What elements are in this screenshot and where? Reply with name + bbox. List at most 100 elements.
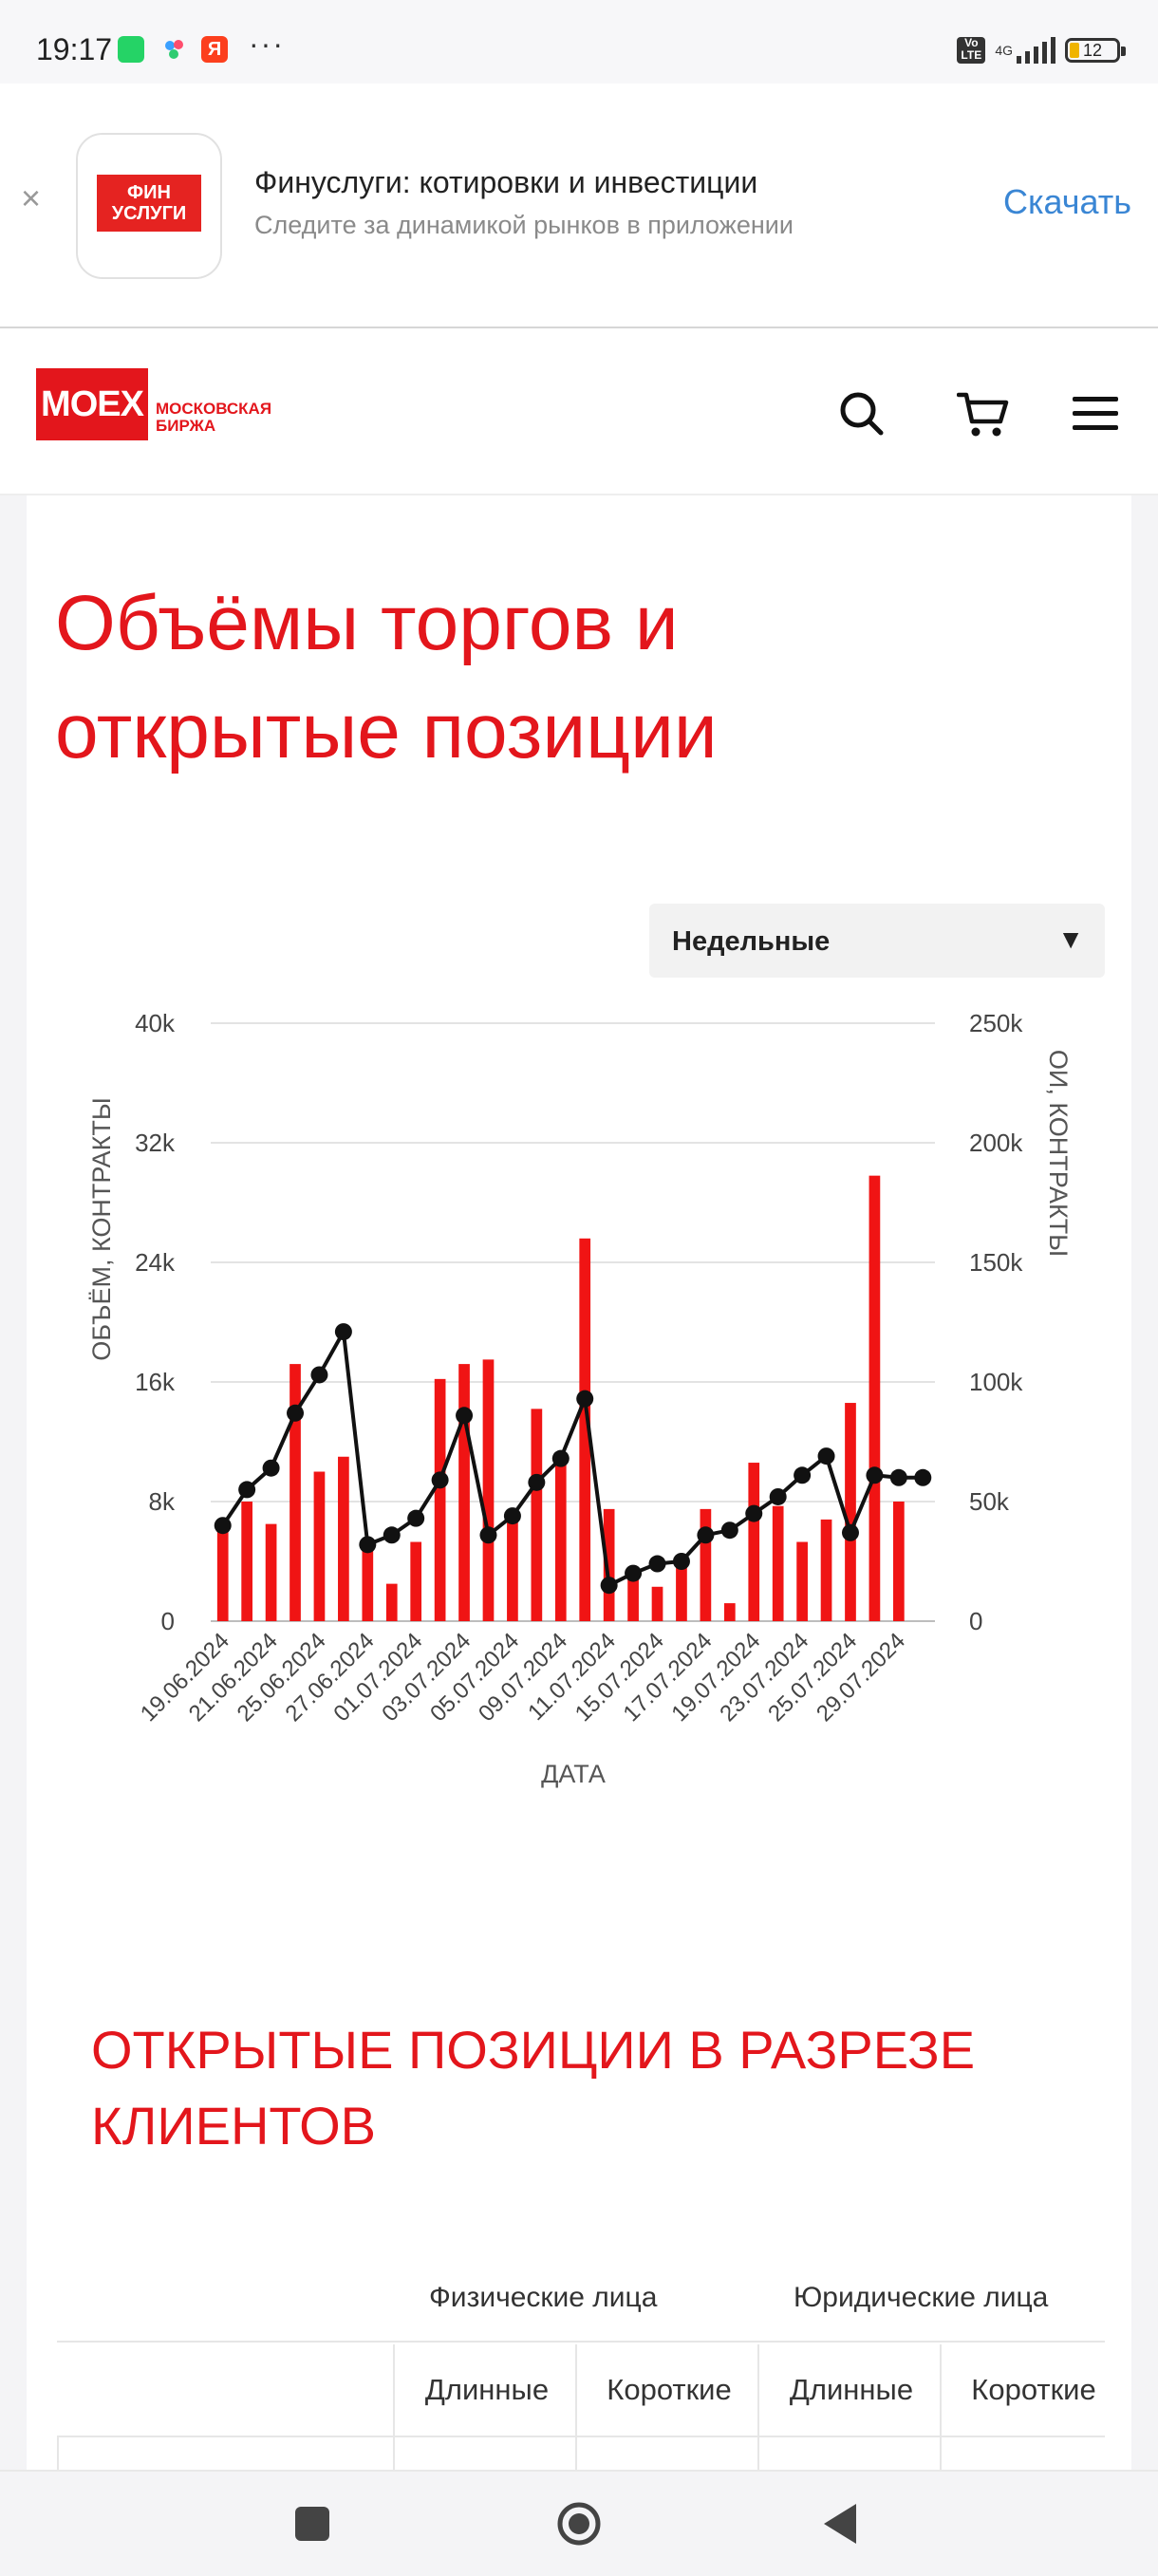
open-interest-point bbox=[262, 1459, 280, 1477]
volume-bar bbox=[531, 1409, 543, 1621]
table-header-legal-short: Короткие bbox=[971, 2373, 1096, 2406]
positions-table: Физические лица Юридические лица Длинные… bbox=[57, 2251, 1105, 2479]
banner-title: Финуслуги: котировки и инвестиции bbox=[254, 165, 758, 199]
open-interest-point bbox=[503, 1507, 521, 1525]
open-interest-point bbox=[745, 1504, 763, 1522]
open-interest-point bbox=[794, 1466, 812, 1484]
open-interest-point bbox=[551, 1449, 570, 1467]
open-interest-point bbox=[697, 1526, 715, 1544]
open-interest-point bbox=[720, 1521, 738, 1540]
open-interest-point bbox=[769, 1487, 787, 1505]
download-button[interactable]: Скачать bbox=[1003, 182, 1131, 221]
volume-bar bbox=[482, 1359, 495, 1621]
volume-bar bbox=[723, 1603, 736, 1621]
cart-icon[interactable] bbox=[957, 387, 1010, 440]
y-right-tick-label: 0 bbox=[969, 1607, 982, 1635]
moex-logo[interactable]: MOEX bbox=[36, 368, 148, 440]
search-icon[interactable] bbox=[835, 387, 888, 440]
y-left-tick-label: 0 bbox=[161, 1607, 175, 1635]
volume-bar bbox=[627, 1576, 639, 1621]
open-interest-point bbox=[889, 1468, 907, 1486]
open-interest-point bbox=[914, 1468, 932, 1486]
app-banner: × ФИН УСЛУГИ Финуслуги: котировки и инве… bbox=[0, 84, 1158, 329]
period-select[interactable]: Недельные ▼ bbox=[649, 904, 1105, 978]
open-interest-line bbox=[221, 1330, 924, 1588]
finuslugi-app-icon[interactable]: ФИН УСЛУГИ bbox=[76, 133, 222, 279]
open-interest-point bbox=[456, 1407, 474, 1425]
open-interest-point bbox=[383, 1526, 401, 1544]
open-interest-point bbox=[625, 1564, 643, 1582]
y-right-tick-label: 200k bbox=[969, 1129, 1023, 1157]
open-interest-point bbox=[407, 1509, 425, 1527]
volume-bar bbox=[796, 1541, 808, 1621]
y-left-axis-title: ОБЪЁМ, КОНТРАКТЫ bbox=[87, 1097, 116, 1360]
volume-bar bbox=[893, 1502, 905, 1621]
status-bar: 19:17 Я ··· Vo LTE 4G 12 bbox=[0, 0, 1158, 84]
volume-bar bbox=[507, 1516, 518, 1621]
volume-bar bbox=[748, 1463, 760, 1621]
banner-subtitle: Следите за динамикой рынков в приложении bbox=[254, 211, 794, 239]
close-banner-button[interactable]: × bbox=[21, 178, 42, 217]
volume-bar bbox=[772, 1505, 784, 1621]
site-header: MOEX МОСКОВСКАЯ БИРЖА bbox=[0, 328, 1158, 495]
content-card bbox=[27, 495, 1131, 2470]
x-axis-title: ДАТА bbox=[541, 1760, 606, 1788]
volte-icon: Vo LTE bbox=[957, 37, 986, 64]
open-interest-point bbox=[576, 1390, 594, 1408]
y-right-axis-title: ОИ, КОНТРАКТЫ bbox=[1044, 1050, 1073, 1257]
y-right-tick-label: 50k bbox=[969, 1487, 1010, 1516]
volume-bar bbox=[868, 1175, 881, 1621]
volume-bar bbox=[554, 1453, 567, 1621]
open-interest-point bbox=[431, 1471, 449, 1489]
page-title: Объёмы торгов и открытые позиции bbox=[55, 580, 718, 775]
more-notifications: ··· bbox=[249, 27, 285, 61]
table-header-individuals-long: Длинные bbox=[424, 2373, 550, 2406]
volume-bar bbox=[362, 1546, 374, 1621]
period-select-value: Недельные bbox=[672, 926, 831, 957]
y-left-tick-label: 16k bbox=[135, 1368, 176, 1396]
open-interest-point bbox=[648, 1555, 666, 1573]
petal-icon bbox=[165, 40, 183, 59]
volume-bar bbox=[265, 1523, 277, 1621]
signal-icon bbox=[1017, 37, 1055, 64]
open-interest-point bbox=[479, 1526, 497, 1544]
system-nav-bar bbox=[0, 2470, 1158, 2576]
y-right-tick-label: 250k bbox=[969, 1009, 1023, 1037]
y-right-tick-label: 150k bbox=[969, 1248, 1023, 1277]
dropdown-arrow-icon: ▼ bbox=[1057, 924, 1084, 954]
recents-button[interactable] bbox=[279, 2491, 346, 2557]
volume-bar bbox=[290, 1364, 301, 1621]
volume-bar bbox=[820, 1519, 832, 1621]
volume-bar bbox=[434, 1378, 446, 1621]
table-group-header-individuals: Физические лица bbox=[429, 2282, 658, 2313]
yandex-icon: Я bbox=[201, 36, 228, 63]
open-interest-point bbox=[866, 1466, 884, 1484]
home-button[interactable] bbox=[546, 2491, 612, 2557]
battery-level: 12 bbox=[1082, 41, 1103, 60]
open-interest-point bbox=[238, 1481, 256, 1499]
y-left-tick-label: 32k bbox=[135, 1129, 176, 1157]
menu-icon[interactable] bbox=[1069, 387, 1122, 440]
volume-bar bbox=[241, 1502, 252, 1621]
open-interest-point bbox=[310, 1366, 328, 1384]
open-interest-point bbox=[359, 1536, 377, 1554]
open-interest-point bbox=[817, 1447, 835, 1465]
open-interest-point bbox=[334, 1323, 352, 1341]
finuslugi-logo: ФИН УСЛУГИ bbox=[97, 175, 201, 232]
open-interest-point bbox=[672, 1553, 690, 1570]
volume-bar bbox=[313, 1471, 326, 1621]
volume-bar bbox=[845, 1403, 856, 1621]
network-type: 4G bbox=[995, 43, 1013, 58]
volume-bar bbox=[458, 1364, 470, 1621]
volume-bar bbox=[385, 1583, 398, 1621]
moex-logo-subtitle: МОСКОВСКАЯ БИРЖА bbox=[156, 400, 272, 435]
volume-bar bbox=[410, 1541, 422, 1621]
section-title: ОТКРЫТЫЕ ПОЗИЦИИ В РАЗРЕЗЕ КЛИЕНТОВ bbox=[91, 2020, 976, 2156]
open-interest-point bbox=[841, 1523, 859, 1541]
y-left-tick-label: 40k bbox=[135, 1009, 176, 1037]
volume-bar bbox=[651, 1586, 663, 1621]
y-right-tick-label: 100k bbox=[969, 1368, 1023, 1396]
back-button[interactable] bbox=[809, 2491, 875, 2557]
volume-bar bbox=[216, 1523, 229, 1621]
